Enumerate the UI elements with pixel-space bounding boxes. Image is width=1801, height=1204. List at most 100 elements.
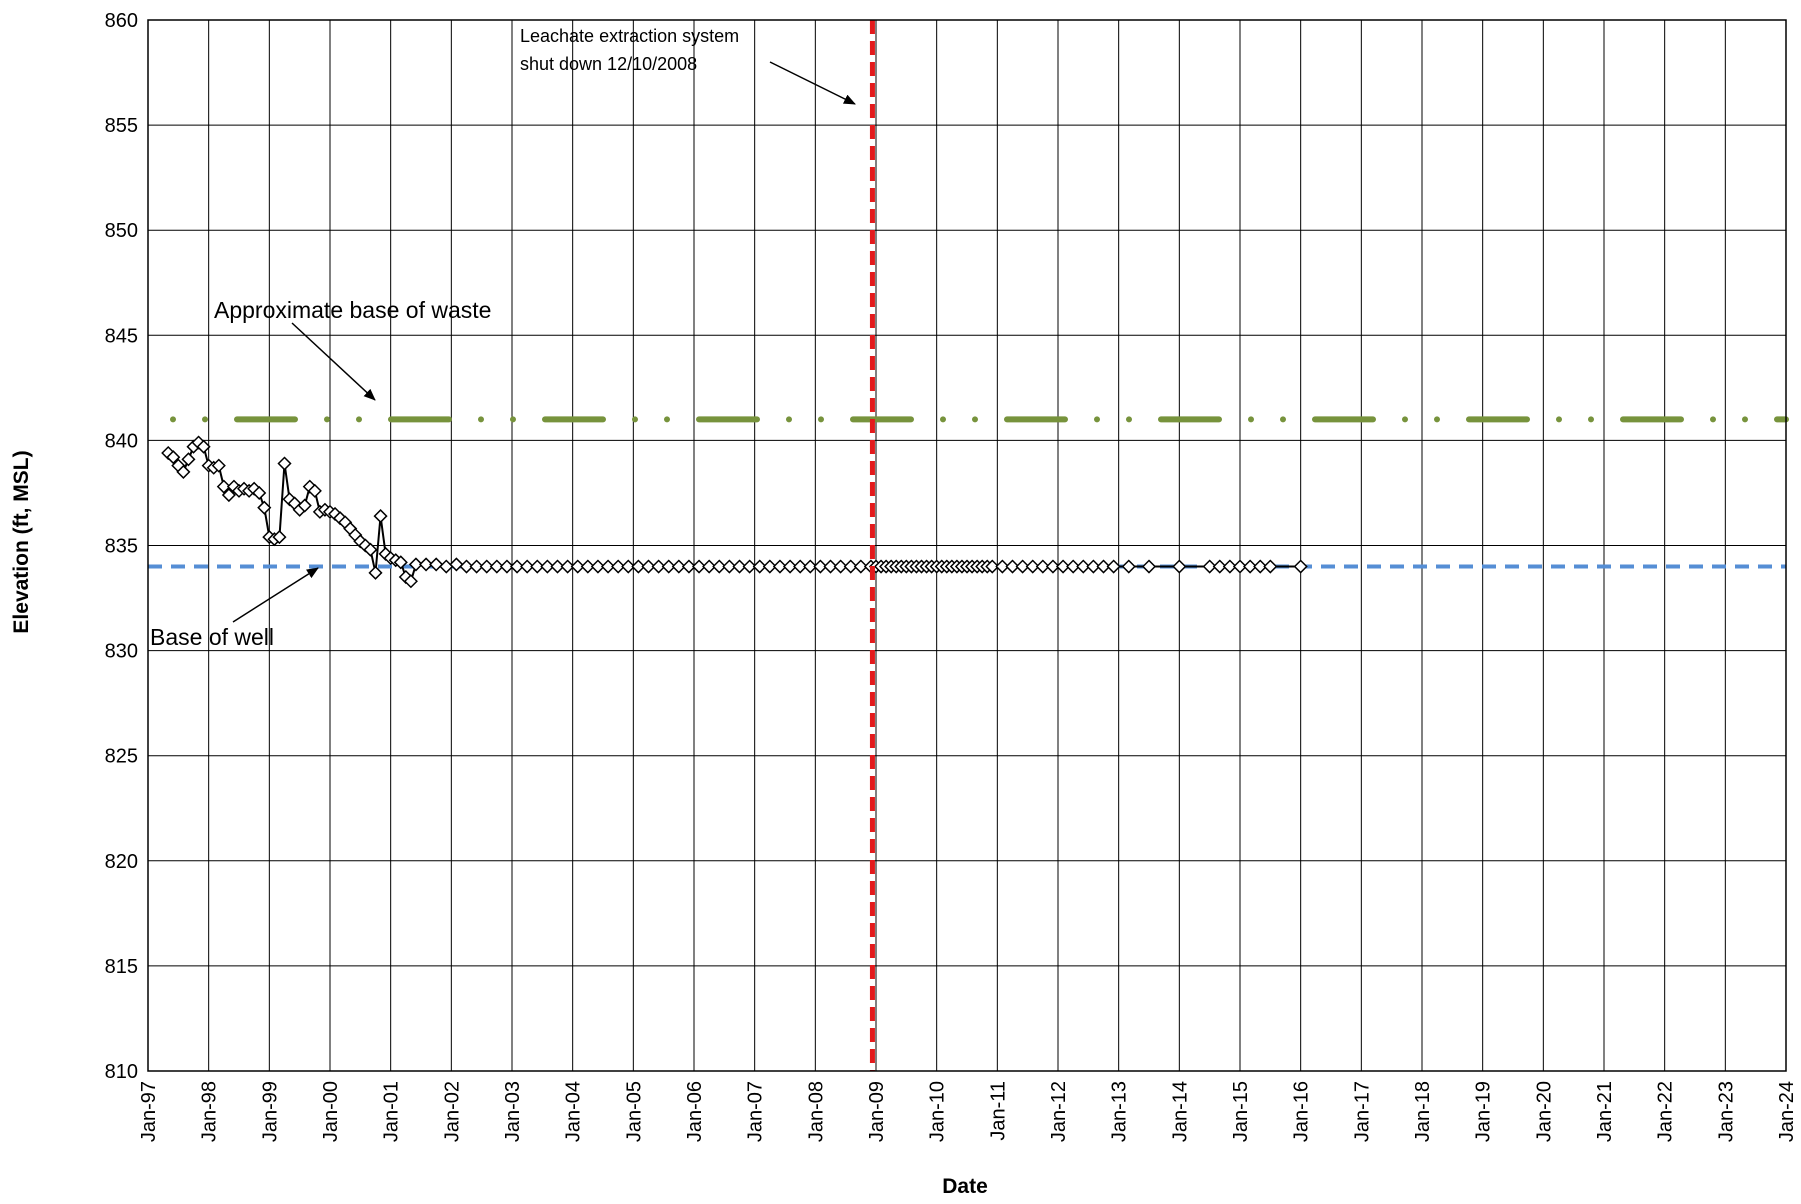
measured-elevation-point xyxy=(641,559,656,574)
y-tick-labels: 810 815 820 825 830 835 840 845 850 855 860 xyxy=(105,10,138,1083)
measured-elevation-point xyxy=(742,559,757,574)
measured-elevation-point xyxy=(1035,559,1050,574)
x-tick-label: Jan-24 xyxy=(1776,1081,1798,1142)
annotation-base-of-waste-label: Approximate base of waste xyxy=(214,297,491,323)
measured-elevation-point xyxy=(1076,559,1091,574)
x-tick-label: Jan-17 xyxy=(1351,1081,1373,1142)
y-axis-title: Elevation (ft, MSL) xyxy=(10,450,33,633)
measured-elevation-point xyxy=(1212,559,1227,574)
measured-elevation-point xyxy=(1005,559,1020,574)
y-tick-label: 810 xyxy=(105,1061,138,1083)
measured-elevation-point xyxy=(823,559,838,574)
measured-elevation-point xyxy=(403,574,418,589)
x-tick-label: Jan-23 xyxy=(1715,1081,1737,1142)
measured-elevation-point xyxy=(1066,559,1081,574)
measured-elevation-point xyxy=(1106,559,1121,574)
measured-elevation-point xyxy=(429,557,444,572)
x-tick-label: Jan-06 xyxy=(684,1081,706,1142)
measured-elevation-point xyxy=(671,559,686,574)
measured-elevation-point xyxy=(393,555,408,570)
x-tick-label: Jan-98 xyxy=(199,1081,221,1142)
x-tick-label: Jan-11 xyxy=(987,1081,1009,1141)
measured-elevation-point xyxy=(520,559,535,574)
grid xyxy=(147,19,1787,1072)
measured-elevation-point xyxy=(373,509,388,524)
measured-elevation-point xyxy=(550,559,565,574)
measured-elevation-point xyxy=(368,565,383,580)
measured-elevation-point xyxy=(732,559,747,574)
measured-elevation-point xyxy=(439,559,454,574)
measured-elevation-point xyxy=(560,559,575,574)
measured-elevation-point xyxy=(307,483,322,498)
measured-elevation-point xyxy=(1025,559,1040,574)
measured-elevation-point xyxy=(540,559,555,574)
reference-lines xyxy=(148,416,1789,569)
measured-elevation-point xyxy=(661,559,676,574)
data-series xyxy=(161,20,1308,1071)
measured-elevation-point xyxy=(181,452,196,467)
measured-elevation-point xyxy=(1045,559,1061,574)
annotation-shutdown-arrow xyxy=(769,61,856,105)
measured-elevation-point xyxy=(1222,559,1237,574)
measured-elevation-point xyxy=(651,559,666,574)
measured-elevation-point xyxy=(257,500,272,515)
measured-elevation-point xyxy=(297,498,312,513)
measured-elevation-point xyxy=(853,559,868,574)
y-tick-label: 850 xyxy=(105,220,138,242)
measured-elevation-point xyxy=(1202,559,1217,574)
x-tick-label: Jan-22 xyxy=(1655,1081,1677,1142)
measured-elevation-point xyxy=(1253,559,1268,574)
measured-elevation-point xyxy=(803,559,818,574)
measured-elevation-point xyxy=(712,559,727,574)
measured-elevation-point xyxy=(722,559,737,574)
annotation-shutdown-line-1: Leachate extraction system xyxy=(520,26,739,46)
measured-elevation-point xyxy=(469,559,484,574)
measured-elevation-point xyxy=(1243,559,1258,574)
measured-elevation-point xyxy=(1086,559,1101,574)
measured-elevation-point xyxy=(418,557,434,572)
measured-elevation-point xyxy=(985,559,1000,574)
measured-elevation-point xyxy=(600,559,616,574)
measured-elevation-point xyxy=(408,557,424,572)
measured-elevation-point xyxy=(833,559,848,574)
measured-elevation-point xyxy=(196,439,211,454)
y-tick-label: 840 xyxy=(105,430,138,452)
x-tick-label: Jan-97 xyxy=(138,1081,160,1142)
y-tick-label: 855 xyxy=(105,115,138,137)
measured-elevation-point xyxy=(570,559,585,574)
x-tick-label: Jan-10 xyxy=(927,1081,949,1142)
x-tick-label: Jan-02 xyxy=(441,1081,463,1142)
y-tick-label: 820 xyxy=(105,851,138,873)
x-tick-label: Jan-14 xyxy=(1169,1081,1191,1142)
x-tick-label: Jan-07 xyxy=(745,1081,767,1142)
x-tick-labels: Jan-97 Jan-98 Jan-99 Jan-00 Jan-01 Jan-02 Jan-… xyxy=(138,1081,1798,1142)
x-tick-label: Jan-21 xyxy=(1594,1081,1616,1142)
measured-elevation-point xyxy=(843,559,858,574)
measured-elevation-point xyxy=(1232,559,1248,574)
measured-elevation-point xyxy=(590,559,606,574)
annotation-base-of-waste-arrow xyxy=(291,322,376,401)
annotation-base-of-well-label: Base of well xyxy=(150,624,274,650)
measured-elevation-point xyxy=(782,559,798,574)
measured-elevation-point xyxy=(211,458,226,473)
y-tick-label: 845 xyxy=(105,325,138,347)
y-tick-label: 860 xyxy=(105,10,138,32)
measured-elevation-point xyxy=(166,450,181,465)
measured-elevation-point xyxy=(1055,559,1071,574)
measured-elevation-point xyxy=(681,559,697,574)
plot-frame xyxy=(147,19,1787,1072)
measured-elevation-point xyxy=(1293,559,1308,574)
x-tick-label: Jan-04 xyxy=(563,1081,585,1142)
x-tick-label: Jan-05 xyxy=(623,1081,645,1142)
measured-elevation-point xyxy=(772,559,788,574)
measured-elevation-point xyxy=(813,559,828,574)
x-tick-label: Jan-09 xyxy=(866,1081,888,1142)
measured-elevation-point xyxy=(489,559,504,574)
x-tick-label: Jan-12 xyxy=(1048,1081,1070,1142)
measured-elevation-point xyxy=(793,559,808,574)
measured-elevation-point xyxy=(1172,559,1187,574)
annotation-base-of-waste: Approximate base of waste xyxy=(214,297,491,401)
annotation-base-of-well-arrow xyxy=(232,567,319,623)
measured-elevation-point xyxy=(702,559,717,574)
